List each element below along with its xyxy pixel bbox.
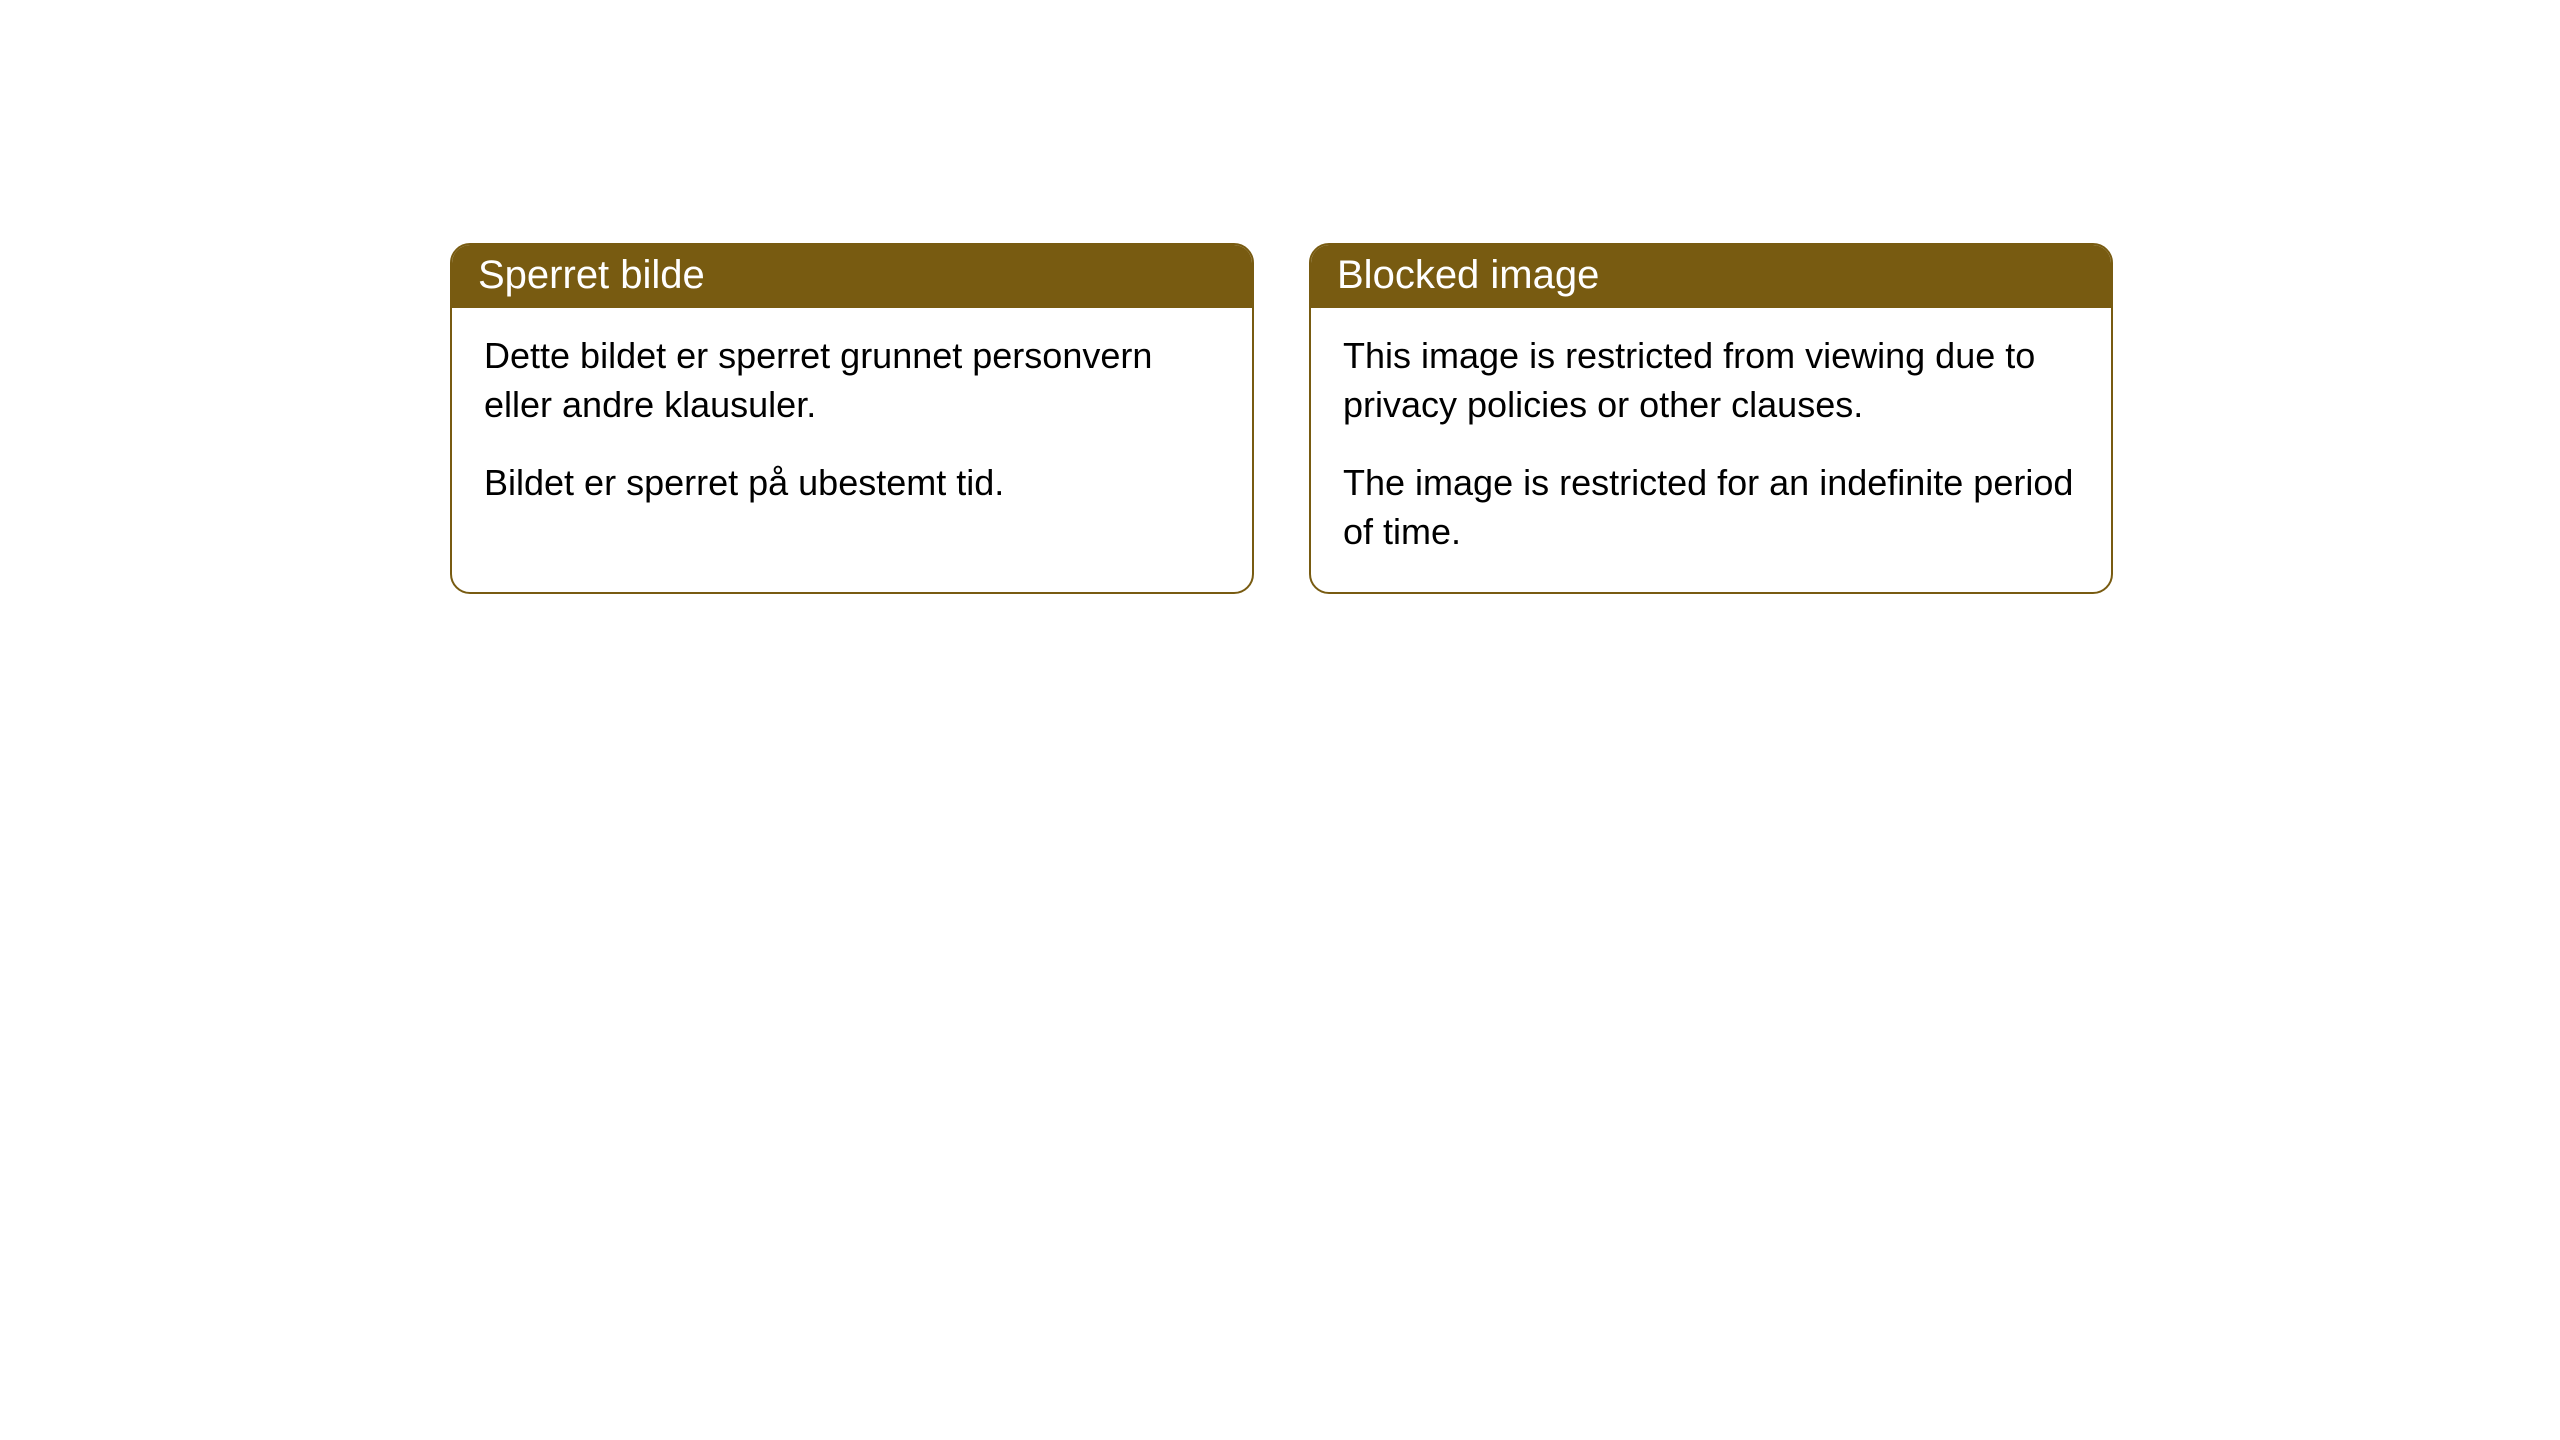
card-body: Dette bildet er sperret grunnet personve… bbox=[452, 308, 1252, 544]
card-header: Sperret bilde bbox=[452, 245, 1252, 308]
card-paragraph: This image is restricted from viewing du… bbox=[1343, 332, 2079, 429]
blocked-image-card-norwegian: Sperret bilde Dette bildet er sperret gr… bbox=[450, 243, 1254, 594]
card-paragraph: Bildet er sperret på ubestemt tid. bbox=[484, 459, 1220, 508]
card-header: Blocked image bbox=[1311, 245, 2111, 308]
card-paragraph: The image is restricted for an indefinit… bbox=[1343, 459, 2079, 556]
cards-container: Sperret bilde Dette bildet er sperret gr… bbox=[0, 0, 2560, 594]
card-body: This image is restricted from viewing du… bbox=[1311, 308, 2111, 592]
blocked-image-card-english: Blocked image This image is restricted f… bbox=[1309, 243, 2113, 594]
card-paragraph: Dette bildet er sperret grunnet personve… bbox=[484, 332, 1220, 429]
